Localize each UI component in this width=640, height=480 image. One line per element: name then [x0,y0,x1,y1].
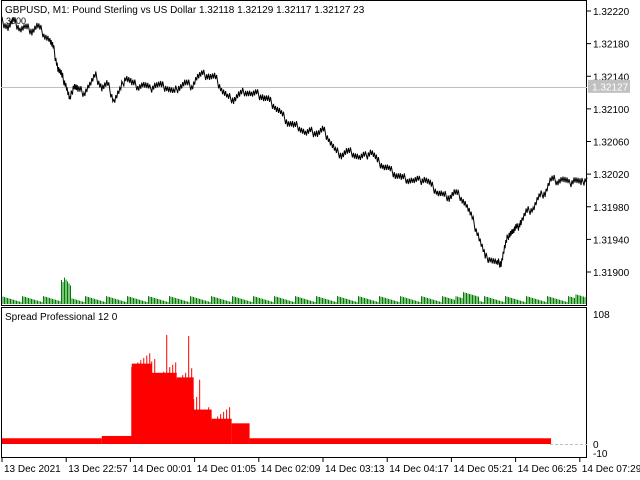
price-tick-label: 1.31980 [593,203,630,214]
spread-bar [249,438,552,444]
price-tick-label: 1.31940 [593,235,630,246]
time-tick-label: 14 Dec 07:29 [582,464,640,475]
symbol-header: GBPUSD, M1: Pound Sterling vs US Dollar … [5,5,365,16]
price-tick-label: 1.31900 [593,268,630,279]
time-tick-label: 14 Dec 05:21 [453,464,513,475]
price-chart-frame [1,0,587,306]
spread-bar [2,438,102,444]
indicator-frame [1,307,587,458]
current-price-box [588,79,630,93]
price-tick-label: 1.32180 [593,40,630,51]
time-axis[interactable]: 13 Dec 2021 13 Dec 22:57 14 Dec 00:01 14 De… [1,458,640,475]
indicator-tick-label: 108 [593,310,610,321]
time-tick-label: 14 Dec 01:05 [197,464,257,475]
time-tick-label: 14 Dec 04:17 [389,464,449,475]
price-axis[interactable]: 1.32220 1.32180 1.32140 1.32100 1.32060 1.320… [587,7,630,279]
spread-bar [101,435,132,444]
spread-bar [231,423,250,444]
price-tick-label: 1.32140 [593,72,630,83]
indicator-tick-label: 0 [593,440,599,451]
time-tick-label: 14 Dec 06:25 [518,464,578,475]
time-tick-label: 13 Dec 2021 [4,464,61,475]
price-chart-window[interactable]: GBPUSD, M1: Pound Sterling vs US Dollar … [1,0,588,306]
price-series-line [1,16,588,268]
indicator-title: Spread Professional 12 0 [5,312,118,323]
time-tick-label: 14 Dec 02:09 [261,464,321,475]
time-tick-label: 13 Dec 22:57 [68,464,128,475]
indicator-tick-label: -10 [593,449,608,460]
volume-histogram [2,277,586,304]
indicator-window[interactable]: Spread Professional 12 0 [1,307,588,458]
price-tick-label: 1.32100 [593,105,630,116]
price-tick-label: 1.32020 [593,170,630,181]
time-tick-label: 14 Dec 00:01 [132,464,192,475]
time-tick-label: 14 Dec 03:13 [325,464,385,475]
volume-scale-label: 3000 [6,16,26,26]
spread-histogram [2,334,552,444]
price-tick-label: 1.32060 [593,138,630,149]
current-price-label: 1.32127 [592,82,629,93]
price-tick-label: 1.32220 [593,7,630,18]
indicator-axis[interactable]: 108 0-10 [593,310,610,460]
